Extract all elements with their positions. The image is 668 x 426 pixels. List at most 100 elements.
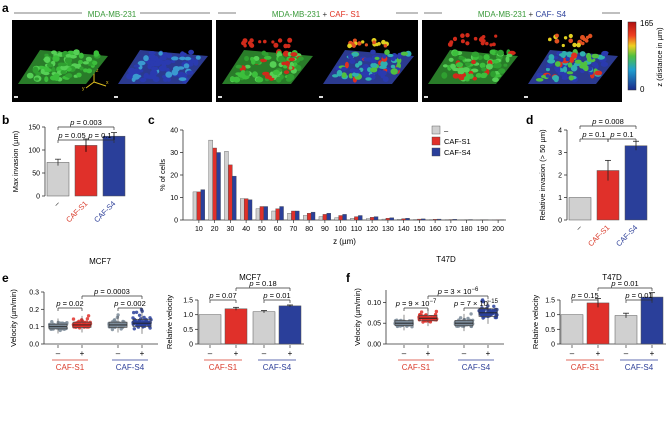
cell bbox=[588, 71, 594, 75]
cell bbox=[137, 60, 146, 66]
cell bbox=[489, 49, 496, 55]
cell bbox=[586, 56, 592, 62]
bar-CAF-S1 bbox=[322, 214, 328, 221]
cell bbox=[288, 57, 296, 62]
y-axis-label: Velocity (µm/min) bbox=[9, 289, 18, 347]
cell bbox=[374, 56, 380, 61]
panel-d-chart: 0 1 2 3 4 Relative invasion (> 50 µm) p = 0.00… bbox=[538, 117, 648, 248]
data-point bbox=[480, 298, 485, 302]
legend-swatch bbox=[431, 136, 441, 146]
cell bbox=[568, 75, 574, 81]
y-axis-label: % of cells bbox=[158, 159, 167, 191]
cell bbox=[554, 61, 561, 67]
cell bbox=[483, 54, 490, 61]
bar-0 bbox=[560, 314, 584, 345]
data-point bbox=[87, 322, 92, 327]
data-point bbox=[82, 320, 87, 325]
title-part: MDA-MB-231 bbox=[88, 10, 137, 19]
bar-– bbox=[255, 208, 261, 221]
cell bbox=[384, 49, 390, 55]
bar-– bbox=[318, 216, 324, 221]
cell bbox=[64, 73, 72, 78]
cell bbox=[554, 65, 561, 72]
invading-cell bbox=[585, 35, 590, 40]
group-label: CAF-S4 bbox=[625, 363, 654, 372]
cell bbox=[26, 72, 34, 79]
cell bbox=[442, 64, 448, 68]
invading-cell bbox=[460, 33, 465, 38]
cell bbox=[370, 62, 378, 69]
cell bbox=[458, 56, 466, 60]
panel-letter-a: a bbox=[2, 1, 9, 15]
cell bbox=[475, 73, 482, 78]
bar-CAF-S4 bbox=[216, 152, 221, 221]
x-tick-label: + bbox=[80, 349, 85, 358]
cell bbox=[351, 72, 359, 77]
cell bbox=[465, 62, 471, 67]
data-point bbox=[419, 310, 424, 314]
cell bbox=[397, 52, 402, 60]
cell bbox=[571, 52, 578, 59]
data-point bbox=[465, 322, 469, 326]
data-point bbox=[492, 304, 496, 308]
cell bbox=[601, 51, 609, 57]
data-point bbox=[481, 316, 485, 320]
bar-CAF-S1 bbox=[196, 191, 202, 221]
cell bbox=[51, 66, 56, 74]
cell bbox=[158, 51, 163, 56]
cell bbox=[44, 76, 49, 83]
y-axis-label: Relative invasion (> 50 µm) bbox=[538, 129, 547, 221]
invading-cell bbox=[449, 40, 454, 45]
axis-x: x bbox=[106, 80, 109, 86]
cell bbox=[262, 71, 270, 76]
y-tick-label: 10 bbox=[170, 195, 178, 202]
cell bbox=[235, 64, 242, 69]
y-tick-label: 0 bbox=[551, 342, 555, 349]
cell bbox=[492, 59, 500, 64]
invasion-rendering-0 bbox=[14, 49, 208, 98]
cell bbox=[82, 61, 89, 65]
cell bbox=[170, 59, 176, 64]
data-point bbox=[131, 316, 135, 320]
bar-CAF-S4 bbox=[358, 215, 363, 221]
cell bbox=[297, 56, 304, 61]
invading-cell bbox=[478, 37, 484, 43]
data-point bbox=[148, 321, 152, 325]
cell bbox=[505, 56, 510, 63]
cell bbox=[133, 64, 140, 68]
data-point bbox=[434, 309, 439, 314]
x-tick-label: CAF-S1 bbox=[64, 199, 89, 224]
bar-– bbox=[271, 210, 276, 221]
cell bbox=[600, 61, 609, 67]
invading-cell bbox=[572, 42, 577, 48]
cell bbox=[591, 62, 599, 67]
bar-2 bbox=[252, 311, 276, 345]
cell bbox=[166, 77, 171, 82]
bar-CAF-S4 bbox=[232, 175, 237, 221]
bar-CAF-S4 bbox=[263, 206, 268, 221]
x-tick-label: + bbox=[650, 349, 655, 358]
cell bbox=[357, 60, 363, 66]
p-exponent: −7 bbox=[429, 299, 437, 305]
invading-cell bbox=[548, 37, 552, 42]
cell bbox=[535, 78, 544, 82]
invading-cell bbox=[287, 37, 293, 43]
chart-title: T47D bbox=[602, 273, 622, 282]
x-tick-label: – bbox=[570, 349, 575, 358]
colorbar-min: 0 bbox=[640, 85, 645, 94]
colorbar bbox=[627, 21, 637, 91]
y-tick-label: 0.5 bbox=[183, 327, 193, 334]
cell bbox=[131, 77, 136, 82]
data-point bbox=[137, 319, 142, 323]
cell bbox=[188, 49, 195, 55]
cell bbox=[92, 60, 98, 66]
cell bbox=[269, 61, 277, 68]
x-tick-label: CAF-S4 bbox=[614, 223, 639, 248]
x-tick-label: 80 bbox=[305, 226, 313, 233]
cell bbox=[263, 55, 272, 60]
bar-– bbox=[192, 191, 198, 221]
p-value: p = 7 × 10−15 bbox=[453, 299, 499, 308]
invading-cell bbox=[568, 33, 573, 39]
scale-bar bbox=[218, 96, 222, 98]
cell bbox=[64, 57, 73, 64]
